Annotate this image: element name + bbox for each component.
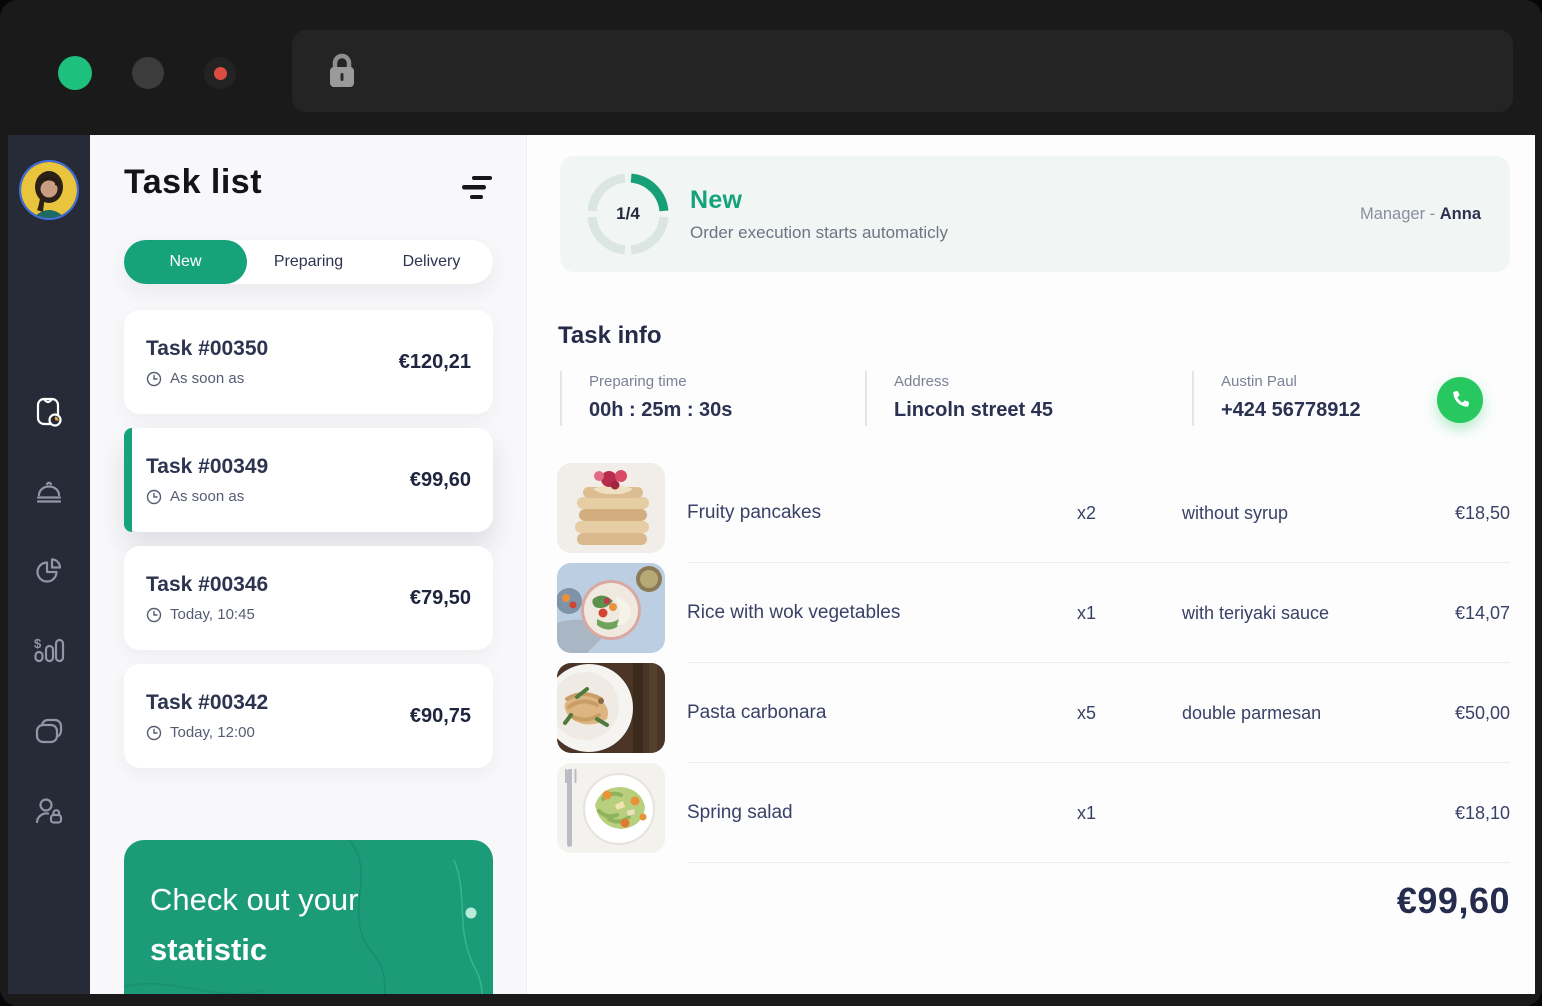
- task-price: €90,75: [409, 704, 471, 727]
- food-image-salad: [557, 763, 665, 853]
- task-time: Today, 10:45: [170, 606, 255, 623]
- item-price: €18,10: [1454, 802, 1510, 823]
- selected-indicator: [124, 428, 132, 532]
- order-detail: 1/4 New Order execution starts automatic…: [527, 135, 1535, 994]
- item-qty: x2: [1077, 502, 1097, 523]
- tab-delivery[interactable]: Delivery: [402, 253, 461, 270]
- item-note: without syrup: [1182, 502, 1289, 523]
- item-name: Rice with wok vegetables: [687, 602, 901, 623]
- contact-field: Austin Paul +424 56778912: [1192, 371, 1510, 426]
- order-item-row: Fruity pancakes x2 without syrup €18,50: [557, 463, 1510, 563]
- filter-icon[interactable]: [460, 173, 494, 203]
- task-info-row: Preparing time 00h : 25m : 30s Address L…: [560, 371, 1510, 426]
- clock-icon: [146, 371, 162, 386]
- order-item-row: Spring salad x1 €18,10: [557, 763, 1510, 863]
- order-item-row: Pasta carbonara x5 double parmesan €50,0…: [557, 663, 1510, 763]
- manager-label: Manager - Anna: [1359, 204, 1481, 223]
- lock-icon: [325, 51, 359, 91]
- sidebar-item-tasks[interactable]: [33, 395, 65, 427]
- task-price: €79,50: [409, 586, 471, 609]
- sidebar-item-orders[interactable]: [33, 715, 65, 747]
- task-list-panel: Task list New Preparing Delivery Task #0…: [90, 135, 527, 994]
- phone-icon: [1453, 390, 1470, 407]
- call-button[interactable]: [1437, 377, 1483, 423]
- avatar[interactable]: [19, 160, 79, 220]
- page-title: Task list: [124, 163, 263, 201]
- clock-icon: [146, 489, 162, 504]
- window-zoom-button[interactable]: [204, 57, 236, 89]
- sidebar: $: [8, 135, 90, 994]
- status-subtitle: Order execution starts automaticly: [690, 222, 948, 242]
- svg-text:$: $: [34, 636, 42, 651]
- task-id: Task #00342: [146, 691, 269, 714]
- item-qty: x5: [1077, 702, 1097, 723]
- sidebar-nav: $: [33, 395, 65, 827]
- task-time: Today, 12:00: [170, 724, 255, 741]
- task-price: €120,21: [398, 350, 471, 373]
- food-image-rice-bowl: [557, 563, 665, 653]
- window-close-button[interactable]: [58, 56, 92, 90]
- order-total: €99,60: [1396, 880, 1510, 921]
- item-note: with teriyaki sauce: [1182, 602, 1330, 623]
- browser-address-bar[interactable]: [292, 30, 1513, 112]
- promo-line2: statistic: [150, 932, 268, 967]
- item-price: €18,50: [1454, 502, 1510, 523]
- item-price: €50,00: [1454, 702, 1510, 723]
- sidebar-item-menu[interactable]: [33, 475, 65, 507]
- statistics-promo-card[interactable]: Check out your statistic: [124, 840, 493, 994]
- record-dot: [213, 66, 227, 80]
- task-time: As soon as: [170, 488, 245, 505]
- contact-name: Austin Paul: [1221, 373, 1297, 390]
- order-item-row: Rice with wok vegetables x1 with teriyak…: [557, 563, 1510, 663]
- task-price: €99,60: [409, 468, 471, 491]
- sidebar-item-finance[interactable]: $: [33, 635, 65, 667]
- task-time: As soon as: [170, 370, 245, 387]
- order-items: Fruity pancakes x2 without syrup €18,50: [557, 463, 1510, 863]
- item-name: Fruity pancakes: [687, 502, 822, 523]
- task-id: Task #00346: [146, 573, 269, 596]
- food-image-pancakes: [557, 463, 665, 553]
- app-body: $: [8, 135, 1535, 994]
- item-price: €14,07: [1454, 602, 1510, 623]
- promo-line1: Check out your: [150, 882, 359, 917]
- tab-preparing[interactable]: Preparing: [273, 253, 344, 270]
- progress-ring: 1/4: [584, 170, 672, 258]
- task-card[interactable]: Task #00346 Today, 10:45 €79,50: [124, 546, 493, 650]
- item-name: Spring salad: [687, 802, 793, 823]
- preparing-time-value: 00h : 25m : 30s: [589, 399, 733, 421]
- item-qty: x1: [1077, 602, 1097, 623]
- window-minimize-button[interactable]: [132, 57, 164, 89]
- order-status-card: 1/4 New Order execution starts automatic…: [560, 156, 1510, 272]
- clock-icon: [146, 607, 162, 622]
- address-label: Address: [894, 373, 950, 390]
- preparing-time-label: Preparing time: [589, 373, 687, 390]
- contact-phone: +424 56778912: [1221, 399, 1361, 421]
- clock-icon: [146, 725, 162, 740]
- progress-fraction: 1/4: [616, 204, 640, 223]
- address-value: Lincoln street 45: [894, 399, 1053, 421]
- item-name: Pasta carbonara: [687, 702, 827, 723]
- task-id: Task #00350: [146, 337, 269, 360]
- task-tabs: New Preparing Delivery: [124, 240, 493, 284]
- item-note: double parmesan: [1182, 702, 1322, 723]
- tab-new[interactable]: New: [124, 240, 247, 284]
- preparing-time-field: Preparing time 00h : 25m : 30s: [560, 371, 865, 426]
- task-info-heading: Task info: [558, 322, 662, 349]
- address-field: Address Lincoln street 45: [865, 371, 1192, 426]
- window-titlebar: [0, 0, 1542, 135]
- task-card[interactable]: Task #00342 Today, 12:00 €90,75: [124, 664, 493, 768]
- task-cards: Task #00350 As soon as €120,21 Task #003…: [124, 310, 493, 768]
- food-image-pasta: [557, 663, 665, 753]
- sidebar-item-analytics[interactable]: [33, 555, 65, 587]
- task-card[interactable]: Task #00350 As soon as €120,21: [124, 310, 493, 414]
- sidebar-item-account[interactable]: [33, 795, 65, 827]
- task-id: Task #00349: [146, 455, 269, 478]
- task-card-selected[interactable]: Task #00349 As soon as €99,60: [124, 428, 493, 532]
- manager-name: Anna: [1439, 204, 1481, 223]
- item-qty: x1: [1077, 802, 1097, 823]
- status-title: New: [690, 185, 743, 214]
- promo-decoration: [124, 840, 483, 994]
